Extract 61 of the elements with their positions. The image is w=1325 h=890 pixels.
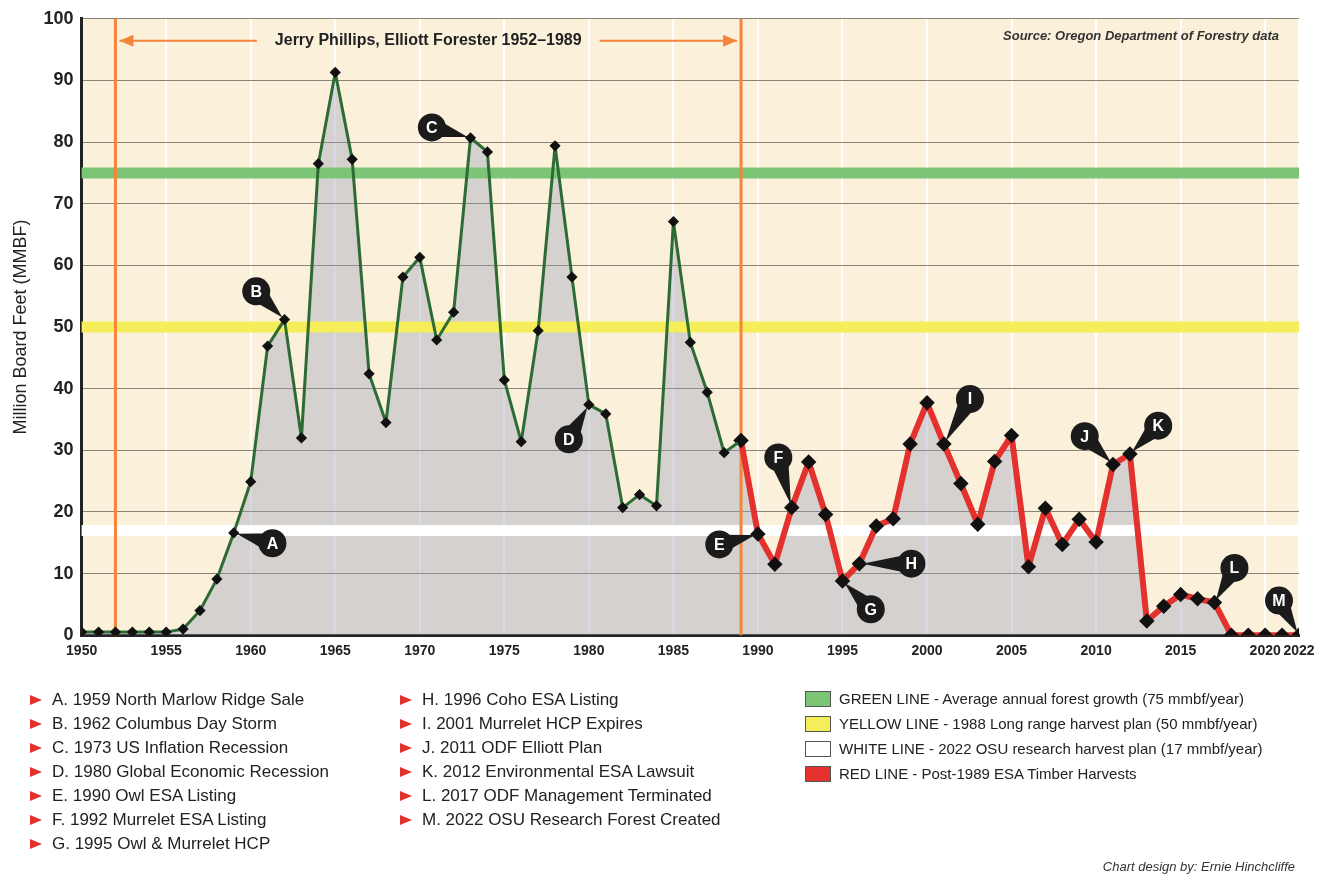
x-tick-label: 2005 <box>995 642 1028 659</box>
y-tick-label: 90 <box>53 69 74 90</box>
y-tick-label: 70 <box>53 192 74 213</box>
text: Chart design by: Ernie Hinchcliffe <box>1102 859 1295 874</box>
x-tick-label: 1955 <box>150 642 182 659</box>
annotation: B <box>250 282 263 300</box>
annotation: I <box>967 390 973 408</box>
text: I. 2001 Murrelet HCP Expires <box>422 713 643 735</box>
text: H. 1996 Coho ESA Listing <box>422 689 619 711</box>
y-tick-label: 30 <box>53 439 74 460</box>
x-tick-label: 1965 <box>319 642 352 659</box>
y-axis-title: Million Board Feet (MMBF) <box>9 219 30 435</box>
text: J. 2011 ODF Elliott Plan <box>422 737 603 759</box>
y-tick-label: 10 <box>53 562 74 583</box>
x-tick-label: 1950 <box>66 642 98 659</box>
x-tick-label: 1970 <box>404 642 436 659</box>
annotation: J <box>1080 427 1090 445</box>
x-tick-label: 1960 <box>235 642 267 659</box>
annotation: M <box>1272 591 1286 609</box>
text: F. 1992 Murrelet ESA Listing <box>52 809 267 831</box>
annotation: E <box>713 535 725 553</box>
y-tick-label: 100 <box>43 7 74 28</box>
y-tick-label: 40 <box>53 377 74 398</box>
text: K. 2012 Environmental ESA Lawsuit <box>422 761 695 783</box>
y-tick-label: 50 <box>53 315 74 336</box>
x-tick-label: 1980 <box>573 642 605 659</box>
x-tick-label: 2020 <box>1249 642 1281 659</box>
text: B. 1962 Columbus Day Storm <box>52 713 277 735</box>
text: D. 1980 Global Economic Recession <box>52 761 329 783</box>
text: G. 1995 Owl & Murrelet HCP <box>52 833 271 855</box>
x-tick-label: 1985 <box>657 642 690 659</box>
annotation: A <box>266 534 279 552</box>
y-tick-label: 60 <box>53 254 74 275</box>
annotation: Source: Oregon Department of Forestry data <box>1003 28 1279 44</box>
x-tick-label: 1975 <box>488 642 521 659</box>
y-tick-label: 80 <box>53 131 74 152</box>
legend-label: WHITE LINE - 2022 OSU research harvest plan (17 mmbf/year) <box>839 739 1263 759</box>
ref-line-label: Jerry Phillips, Elliott Forester 1952–1989 <box>274 31 582 49</box>
annotation: K <box>1152 417 1165 435</box>
text: A. 1959 North Marlow Ridge Sale <box>52 689 305 711</box>
annotation: D <box>563 430 575 448</box>
annotation: H <box>905 555 918 573</box>
legend-label: RED LINE - Post-1989 ESA Timber Harvests <box>839 764 1137 784</box>
x-tick-label: 1995 <box>826 642 859 659</box>
y-tick-label: 20 <box>53 500 74 521</box>
x-tick-label: 2022 <box>1283 642 1315 659</box>
text: L. 2017 ODF Management Terminated <box>422 785 712 807</box>
x-tick-label: 2015 <box>1165 642 1197 659</box>
annotation: C <box>426 118 439 136</box>
annotation: L <box>1229 559 1240 577</box>
text: M. 2022 OSU Research Forest Created <box>422 809 721 831</box>
text: C. 1973 US Inflation Recession <box>52 737 289 759</box>
annotation: G <box>864 600 877 618</box>
x-tick-label: 2010 <box>1080 642 1112 659</box>
x-tick-label: 1990 <box>742 642 774 659</box>
x-tick-label: 2000 <box>911 642 943 659</box>
y-tick-label: 0 <box>63 624 74 645</box>
legend-label: YELLOW LINE - 1988 Long range harvest plan (50 mmbf/year) <box>839 714 1258 734</box>
text: E. 1990 Owl ESA Listing <box>52 785 237 807</box>
annotation: F <box>773 448 784 466</box>
legend-label: GREEN LINE - Average annual forest growth (75 mmbf/year) <box>839 689 1244 709</box>
